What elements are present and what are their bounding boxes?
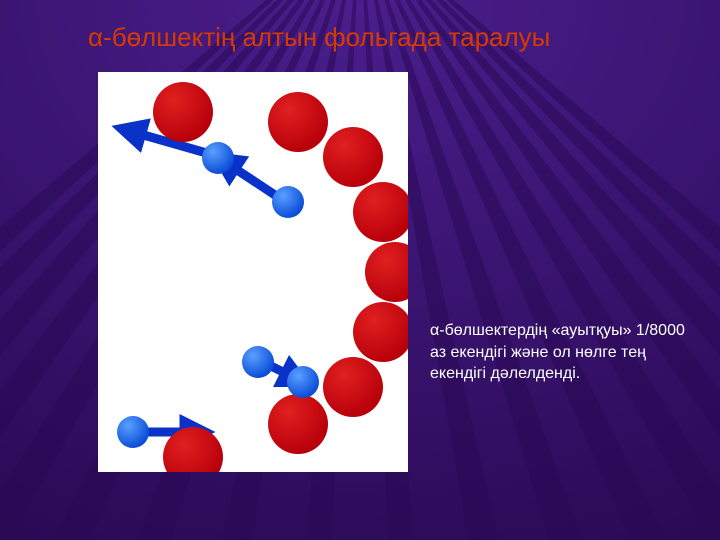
gold-nucleus bbox=[323, 357, 383, 417]
gold-nucleus bbox=[353, 182, 408, 242]
alpha-particle bbox=[202, 142, 234, 174]
gold-nucleus bbox=[268, 92, 328, 152]
caption-text: α-бөлшектердің «ауытқуы» 1/8000 аз екенд… bbox=[430, 320, 690, 385]
diagram-svg bbox=[98, 72, 408, 472]
page-title: α-бөлшектің алтын фольгада таралуы bbox=[88, 22, 680, 53]
gold-nucleus bbox=[153, 82, 213, 142]
alpha-particle bbox=[272, 186, 304, 218]
gold-nucleus bbox=[323, 127, 383, 187]
alpha-particle bbox=[117, 416, 149, 448]
gold-nucleus bbox=[353, 302, 408, 362]
gold-nucleus bbox=[365, 242, 408, 302]
alpha-particle bbox=[242, 346, 274, 378]
alpha-particle bbox=[287, 366, 319, 398]
gold-nucleus bbox=[268, 394, 328, 454]
trajectory-arrow bbox=[228, 164, 278, 197]
scattering-diagram bbox=[98, 72, 408, 472]
